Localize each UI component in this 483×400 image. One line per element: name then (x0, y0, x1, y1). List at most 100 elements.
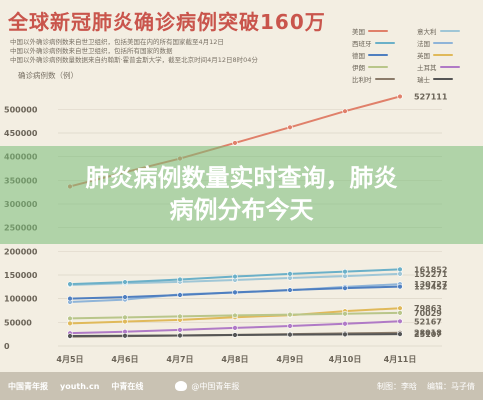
data-point (67, 320, 73, 327)
end-value-label: 28018 (414, 329, 442, 338)
x-tick-label: 4月5日 (56, 355, 83, 364)
data-point (397, 283, 403, 290)
legend-swatch (368, 29, 388, 33)
legend-label: 美国 (352, 28, 365, 36)
x-tick-label: 4月7日 (166, 355, 193, 364)
logo-youth-daily: 中国青年报 (8, 381, 48, 391)
x-tick-label: 4月9日 (276, 355, 303, 364)
data-point (397, 266, 403, 273)
data-point (342, 108, 348, 114)
headline: 肺炎病例数量实时查询，肺炎 病例分布今天 (0, 162, 483, 226)
data-point (232, 289, 238, 296)
data-point (122, 294, 128, 300)
data-point (67, 295, 73, 302)
legend-label: 意大利 (417, 28, 437, 36)
data-point (397, 271, 403, 277)
legend-label: 比利时 (352, 76, 372, 84)
legend-item: 英国 (417, 50, 476, 60)
note-line: 中国以外确诊病例数来自世卫组织，包括美国在内的所有国家截至4月12日 (10, 38, 224, 46)
data-point (122, 279, 128, 285)
legend-label: 英国 (417, 52, 430, 60)
data-point (287, 124, 293, 130)
note-line: 中国以外确诊病例数来自世卫组织，包括所有国家的数据 (10, 47, 173, 55)
data-point (122, 333, 128, 339)
y-tick-label: 50000 (4, 318, 32, 327)
data-point (342, 285, 348, 291)
note-line: 中国以外确诊病例数量数据来自约翰斯·霍普金斯大学，截至北京时间4月12日8时04… (10, 56, 258, 64)
data-point (177, 332, 183, 339)
legend-item: 美国 (352, 26, 411, 36)
y-tick-label: 100000 (4, 295, 38, 304)
y-axis-label: 确诊病例数（例） (18, 70, 78, 80)
y-tick-label: 500000 (4, 105, 38, 114)
page-title: 全球新冠肺炎确诊病例突破160万 (8, 10, 326, 34)
legend-item: 西班牙 (352, 38, 411, 48)
source-notes: 中国以外确诊病例数来自世卫组织，包括美国在内的所有国家截至4月12日 中国以外确… (10, 38, 350, 65)
legend-swatch (433, 77, 453, 81)
data-point (287, 323, 293, 329)
footer-bar: 中国青年报 youth.cn 中青在线 @中国青年报 制图：李晗 编辑：马子倩 (0, 372, 483, 400)
data-point (397, 318, 403, 325)
data-point (342, 321, 348, 327)
legend-item: 土耳其 (417, 62, 476, 72)
legend-item: 德国 (352, 50, 411, 60)
legend-item: 伊朗 (352, 62, 411, 72)
logo-zhongqing: 中青在线 (111, 381, 144, 391)
x-tick-label: 4月10日 (329, 355, 362, 364)
x-tick-label: 4月6日 (111, 355, 138, 364)
data-point (342, 273, 348, 279)
legend-swatch (368, 65, 388, 69)
end-value-label: 52167 (414, 317, 442, 326)
data-point (232, 312, 238, 319)
data-point (397, 93, 403, 100)
legend-swatch (374, 41, 395, 45)
data-point (122, 314, 128, 321)
data-point (342, 331, 348, 338)
producer-credit: 制图：李晗 (377, 381, 417, 391)
end-value-label: 70029 (414, 309, 442, 318)
data-point (177, 327, 183, 333)
data-point (67, 333, 73, 339)
y-tick-label: 200000 (4, 247, 38, 256)
legend-label: 西班牙 (352, 40, 372, 48)
y-tick-label: 0 (4, 342, 10, 351)
legend-item: 瑞士 (417, 74, 476, 84)
headline-banner (0, 146, 483, 244)
logo-youth-cn: youth.cn (60, 381, 100, 391)
data-point (342, 311, 348, 317)
data-point (67, 315, 73, 322)
data-point (232, 332, 238, 338)
end-value-label: 25107 (414, 330, 442, 339)
weibo-icon (175, 381, 188, 391)
end-value-label: 79863 (414, 304, 442, 313)
source-account: @中国青年报 (175, 381, 239, 392)
data-point (287, 287, 293, 293)
source-handle: @中国青年报 (191, 381, 240, 391)
data-point (177, 313, 183, 320)
legend-swatch (368, 53, 388, 57)
end-value-label: 125452 (414, 283, 447, 292)
data-point (67, 281, 73, 287)
data-point (232, 140, 238, 146)
headline-line-1: 肺炎病例数量实时查询，肺炎 (85, 164, 398, 192)
data-point (397, 331, 403, 337)
data-point (177, 292, 183, 298)
legend-label: 德国 (352, 52, 365, 60)
legend-item: 比利时 (352, 74, 411, 84)
legend-label: 土耳其 (417, 64, 437, 72)
end-value-label: 527111 (414, 92, 448, 101)
legend-swatch (433, 53, 453, 57)
end-value-label: 161852 (414, 265, 447, 274)
end-value-label: 130727 (414, 280, 447, 289)
legend-label: 法国 (417, 40, 430, 48)
legend-item: 法国 (417, 38, 476, 48)
chart-legend: 美国 意大利西班牙 法国德国 英国 伊朗 土耳其比利时 瑞士 (352, 26, 476, 84)
headline-line-2: 病例分布今天 (169, 196, 314, 224)
editor-credit: 编辑：马子倩 (427, 381, 475, 391)
legend-swatch (374, 77, 395, 81)
data-point (287, 271, 293, 277)
legend-swatch (433, 41, 453, 45)
data-point (177, 276, 183, 283)
y-tick-label: 150000 (4, 271, 38, 280)
